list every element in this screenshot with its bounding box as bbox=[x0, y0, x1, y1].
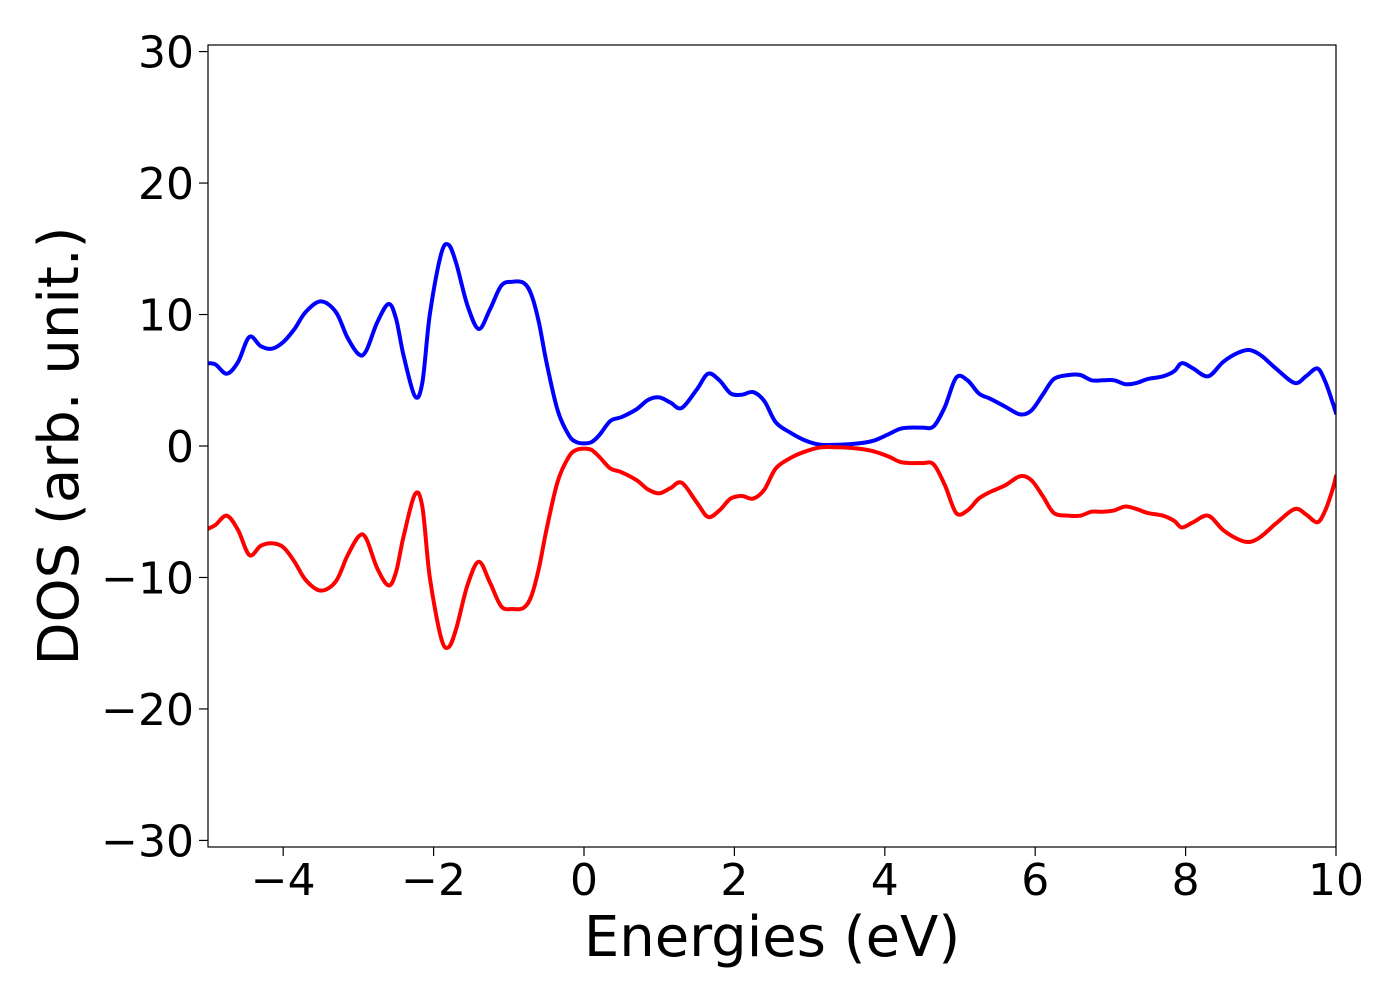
x-tick-label: 8 bbox=[1172, 855, 1200, 906]
y-tick-label: 30 bbox=[138, 28, 194, 79]
y-tick-label: −10 bbox=[101, 553, 194, 604]
x-axis-ticks: −4 −2 0 2 4 6 8 10 bbox=[251, 847, 1364, 906]
y-tick-label: 10 bbox=[138, 291, 194, 342]
x-tick-label: −4 bbox=[251, 855, 316, 906]
y-axis-ticks: 30 20 10 0 −10 −20 −30 bbox=[101, 28, 208, 867]
series-layer bbox=[208, 241, 1336, 651]
y-tick-label: −30 bbox=[101, 816, 194, 867]
y-tick-label: −20 bbox=[101, 685, 194, 736]
y-axis-title: DOS (arb. unit.) bbox=[27, 226, 92, 665]
x-tick-label: 10 bbox=[1308, 855, 1364, 906]
y-tick-label: 20 bbox=[138, 159, 194, 210]
x-axis-title: Energies (eV) bbox=[584, 905, 960, 970]
y-tick-label: 0 bbox=[166, 422, 194, 473]
dos-series-negative bbox=[208, 444, 1336, 651]
x-tick-label: 0 bbox=[570, 855, 598, 906]
x-tick-label: 4 bbox=[871, 855, 899, 906]
dos-series-positive bbox=[208, 241, 1336, 448]
x-tick-label: 6 bbox=[1021, 855, 1049, 906]
x-tick-label: −2 bbox=[401, 855, 466, 906]
x-tick-label: 2 bbox=[720, 855, 748, 906]
